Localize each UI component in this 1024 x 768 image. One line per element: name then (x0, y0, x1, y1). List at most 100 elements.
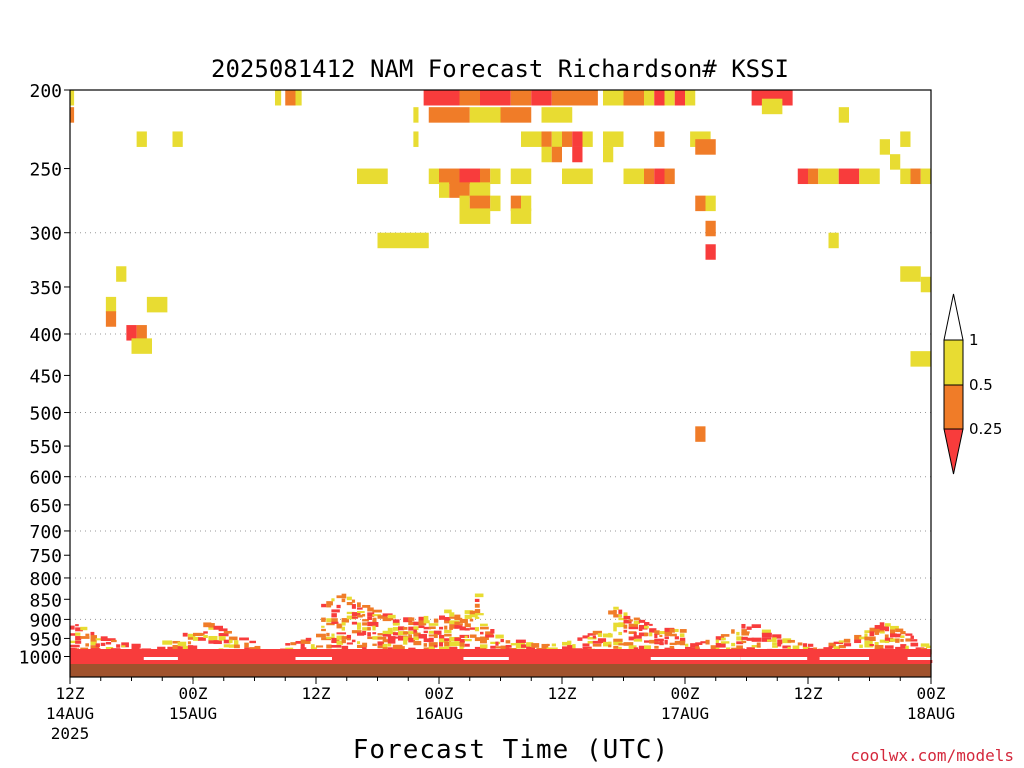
bl-band (372, 632, 377, 635)
bl-band (879, 639, 890, 643)
bl-band (705, 639, 710, 645)
bl-band (449, 616, 459, 619)
bl-band (433, 633, 438, 639)
bl-band (398, 635, 408, 641)
bl-band (633, 635, 642, 639)
bl-band (90, 641, 97, 646)
ri-cell (920, 276, 931, 293)
bl-band (392, 636, 401, 639)
bl-band (874, 628, 885, 633)
ri-cell (131, 338, 152, 354)
bl-band (85, 633, 90, 637)
ground-band (70, 664, 931, 677)
bl-band (433, 630, 442, 635)
bl-band (654, 645, 659, 649)
ri-cell (674, 90, 685, 106)
bl-band (331, 598, 335, 602)
bl-band (485, 634, 495, 638)
bl-band (187, 645, 194, 650)
bl-band (792, 645, 800, 651)
bl-band (408, 634, 413, 640)
surface-gap (463, 657, 509, 660)
data-layer (70, 90, 931, 442)
bl-band (874, 644, 884, 650)
bl-band (608, 632, 612, 638)
bl-band (895, 628, 904, 633)
bl-band (408, 617, 415, 621)
bl-band (874, 625, 884, 630)
bl-band (864, 636, 872, 641)
bl-band (715, 647, 720, 650)
bl-band (597, 638, 607, 643)
bl-band (382, 613, 393, 617)
bl-band (541, 643, 549, 649)
bl-band (121, 645, 126, 648)
bl-band (331, 640, 339, 644)
bl-band (75, 640, 82, 644)
bl-band (895, 633, 902, 638)
bl-band (433, 645, 438, 648)
bl-band (603, 641, 609, 647)
bl-band (290, 642, 297, 646)
bl-band (193, 632, 203, 637)
bl-band (105, 642, 112, 645)
bl-band (331, 633, 335, 637)
y-tick-label: 500 (29, 404, 62, 425)
colorbar-over-arrow (943, 293, 964, 341)
bl-band (377, 633, 384, 636)
x-tick-label: 15AUG (169, 704, 217, 723)
bl-band (403, 640, 408, 645)
bl-band (346, 638, 351, 641)
bl-band (372, 625, 376, 631)
bl-band (172, 644, 181, 650)
plot-area (70, 232, 931, 620)
bl-band (90, 638, 97, 644)
bl-band (423, 647, 433, 651)
x-tick-label: 16AUG (415, 704, 463, 723)
bl-band (715, 639, 719, 645)
bl-band (403, 636, 409, 641)
bl-band (925, 645, 932, 649)
ri-cell (797, 168, 808, 185)
bl-band (403, 631, 410, 635)
bl-band (674, 640, 683, 645)
bl-band (408, 626, 415, 631)
bl-band (398, 646, 405, 651)
bl-band (772, 645, 778, 648)
bl-band (413, 640, 422, 646)
bl-band (346, 601, 353, 606)
bl-band (454, 637, 462, 641)
bl-band (377, 636, 387, 640)
ri-cell (490, 195, 501, 212)
bl-band (198, 637, 206, 641)
bl-band (321, 625, 325, 628)
bl-band (387, 647, 393, 651)
bl-band (551, 643, 557, 647)
bl-band (80, 636, 90, 639)
bl-band (592, 630, 602, 635)
bl-band (249, 640, 256, 644)
bl-band (618, 646, 622, 652)
bl-band (623, 624, 628, 629)
ri-cell (623, 90, 644, 106)
bl-band (433, 618, 439, 623)
ri-cell (439, 168, 460, 185)
bl-band (203, 631, 208, 634)
bl-band (203, 622, 212, 628)
bl-band (444, 616, 451, 622)
bl-band (869, 627, 877, 633)
ri-cell (900, 168, 911, 185)
bl-band (664, 639, 668, 645)
bl-band (869, 636, 876, 642)
bl-band (177, 641, 187, 647)
bl-band (628, 623, 638, 629)
bl-band (572, 644, 576, 649)
bl-band (802, 643, 808, 648)
bl-band (741, 623, 746, 629)
bl-band (587, 636, 597, 640)
bl-band (720, 641, 730, 644)
bl-band (198, 633, 205, 636)
bl-band (884, 637, 894, 642)
bl-band (664, 636, 669, 640)
